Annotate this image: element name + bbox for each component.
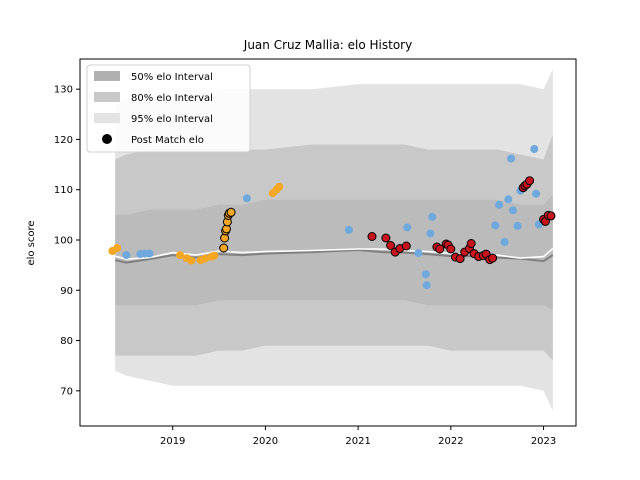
data-point bbox=[386, 241, 396, 250]
data-point bbox=[226, 207, 236, 217]
data-point bbox=[403, 223, 412, 232]
series-blue bbox=[122, 145, 543, 290]
data-point bbox=[381, 233, 391, 243]
data-point bbox=[466, 239, 476, 248]
series-orange_outlined bbox=[219, 207, 236, 253]
legend-box bbox=[86, 64, 251, 153]
data-point bbox=[504, 195, 513, 204]
median-line bbox=[114, 248, 554, 264]
legend-label: 95% elo Interval bbox=[131, 114, 213, 125]
data-point bbox=[455, 254, 465, 264]
data-point bbox=[414, 249, 423, 258]
chart-title: Juan Cruz Mallia: elo History bbox=[243, 38, 412, 52]
y-tick-label: 70 bbox=[60, 386, 73, 397]
legend-swatch bbox=[94, 71, 120, 81]
legend: 50% elo Interval 80% elo Interval 95% elo … bbox=[86, 64, 251, 153]
data-point bbox=[145, 249, 154, 258]
plot-area bbox=[108, 69, 556, 411]
x-tick-label: 2022 bbox=[438, 436, 463, 447]
data-point bbox=[421, 270, 430, 279]
data-point bbox=[422, 281, 431, 290]
axes-frame bbox=[79, 58, 577, 427]
legend-label: Post Match elo bbox=[131, 135, 204, 146]
data-point bbox=[509, 206, 517, 215]
data-point bbox=[219, 243, 229, 253]
data-point bbox=[187, 256, 196, 265]
data-point bbox=[275, 182, 284, 191]
x-tick-label: 2020 bbox=[253, 436, 278, 447]
y-tick-label: 130 bbox=[54, 85, 73, 96]
y-tick-label: 100 bbox=[54, 235, 73, 246]
data-point bbox=[210, 251, 219, 260]
data-point bbox=[426, 229, 435, 238]
data-point bbox=[367, 232, 377, 241]
data-point bbox=[500, 238, 509, 246]
data-point bbox=[488, 253, 498, 263]
data-point bbox=[122, 251, 131, 260]
data-point bbox=[507, 154, 516, 163]
x-tick-label: 2021 bbox=[345, 436, 370, 447]
data-point bbox=[176, 251, 185, 260]
series-orange bbox=[108, 182, 284, 265]
data-point bbox=[546, 211, 556, 221]
y-tick-label: 80 bbox=[60, 336, 73, 347]
data-point bbox=[428, 212, 437, 221]
x-tick-label: 2019 bbox=[160, 436, 185, 447]
legend-marker-icon bbox=[102, 134, 112, 144]
data-point bbox=[513, 221, 522, 230]
data-point bbox=[530, 145, 539, 153]
legend-label: 80% elo Interval bbox=[131, 93, 213, 104]
data-point bbox=[344, 225, 353, 234]
data-point bbox=[435, 244, 445, 254]
data-point bbox=[201, 254, 210, 263]
y-tick-label: 120 bbox=[54, 135, 73, 146]
axes: 2019 2020 2021 2022 2023 70 80 90 100 110 120 130 bbox=[54, 58, 577, 447]
data-point bbox=[525, 176, 535, 186]
data-point bbox=[532, 189, 541, 198]
mean-line bbox=[114, 247, 554, 260]
data-point bbox=[446, 244, 456, 254]
data-point bbox=[491, 221, 500, 230]
legend-swatch bbox=[94, 113, 120, 123]
series-red bbox=[367, 176, 556, 265]
y-tick-label: 110 bbox=[54, 185, 73, 196]
y-tick-label: 90 bbox=[60, 286, 73, 297]
data-point bbox=[242, 194, 251, 203]
data-point bbox=[113, 244, 122, 252]
x-tick-label: 2023 bbox=[531, 436, 556, 447]
legend-swatch bbox=[94, 92, 120, 102]
legend-label: 50% elo Interval bbox=[131, 72, 213, 83]
data-point bbox=[495, 200, 504, 209]
data-point bbox=[401, 241, 411, 251]
y-axis-title: elo score bbox=[26, 220, 37, 265]
